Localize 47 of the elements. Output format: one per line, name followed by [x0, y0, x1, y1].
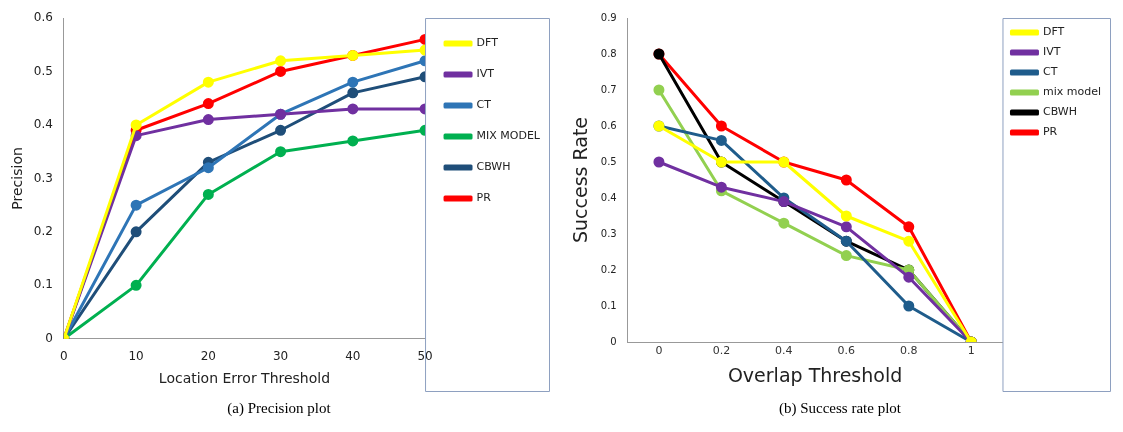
y-tick-label: 0.9 — [600, 11, 617, 23]
y-tick-label: 0.6 — [600, 119, 617, 131]
y-tick-label: 0.1 — [600, 299, 617, 311]
x-tick-label: 0.8 — [900, 344, 918, 358]
y-tick-label: 0.4 — [600, 191, 617, 203]
x-axis-title: Overlap Threshold — [727, 363, 903, 386]
y-tick-label: 0.2 — [33, 223, 53, 238]
y-tick-label: 0.3 — [33, 170, 53, 185]
legend-label: IVT — [1042, 45, 1061, 59]
legend-label: PR — [476, 191, 492, 205]
y-tick-label: 0.6 — [33, 10, 53, 25]
x-tick-label: 30 — [272, 349, 289, 364]
legend-label: MIX MODEL — [476, 129, 541, 143]
x-tick-label: 50 — [417, 349, 433, 364]
y-tick-label: 0.2 — [600, 263, 617, 275]
x-tick-label: 1 — [967, 344, 975, 358]
x-tick-label: 0.4 — [775, 344, 793, 358]
legend-label: DFT — [1042, 25, 1065, 39]
legend-label: CBWH — [1042, 105, 1077, 119]
x-tick-label: 20 — [200, 349, 216, 364]
legend-label: CT — [1042, 65, 1058, 79]
legend-label: mix model — [1042, 85, 1101, 99]
y-axis-title: Success Rate — [569, 116, 592, 244]
legend-label: PR — [1042, 125, 1058, 139]
x-tick-label: 0 — [60, 349, 68, 364]
legend-label: DFT — [476, 36, 499, 50]
y-tick-label: 0.3 — [600, 227, 617, 239]
y-tick-label: 0.4 — [33, 117, 53, 132]
x-tick-label: 0 — [655, 344, 663, 358]
x-tick-label: 10 — [128, 349, 144, 364]
y-tick-label: 0.1 — [33, 277, 53, 292]
y-tick-label: 0 — [45, 330, 53, 345]
legend-label: IVT — [476, 67, 495, 81]
y-axis-title: Precision — [9, 147, 26, 210]
x-tick-label: 0.6 — [837, 344, 856, 358]
y-tick-label: 0.5 — [33, 63, 53, 78]
x-axis-title: Location Error Threshold — [158, 370, 331, 387]
y-tick-label: 0.8 — [600, 47, 617, 59]
text: (a) Precision plot — [226, 400, 332, 417]
legend-label: CT — [476, 98, 492, 112]
x-tick-label: 0.2 — [712, 344, 731, 358]
text: (b) Success rate plot — [777, 400, 902, 417]
x-tick-label: 40 — [345, 349, 361, 364]
legend-label: CBWH — [476, 160, 511, 174]
y-tick-label: 0.5 — [600, 155, 617, 167]
y-tick-label: 0 — [610, 335, 617, 347]
y-tick-label: 0.7 — [600, 83, 617, 95]
